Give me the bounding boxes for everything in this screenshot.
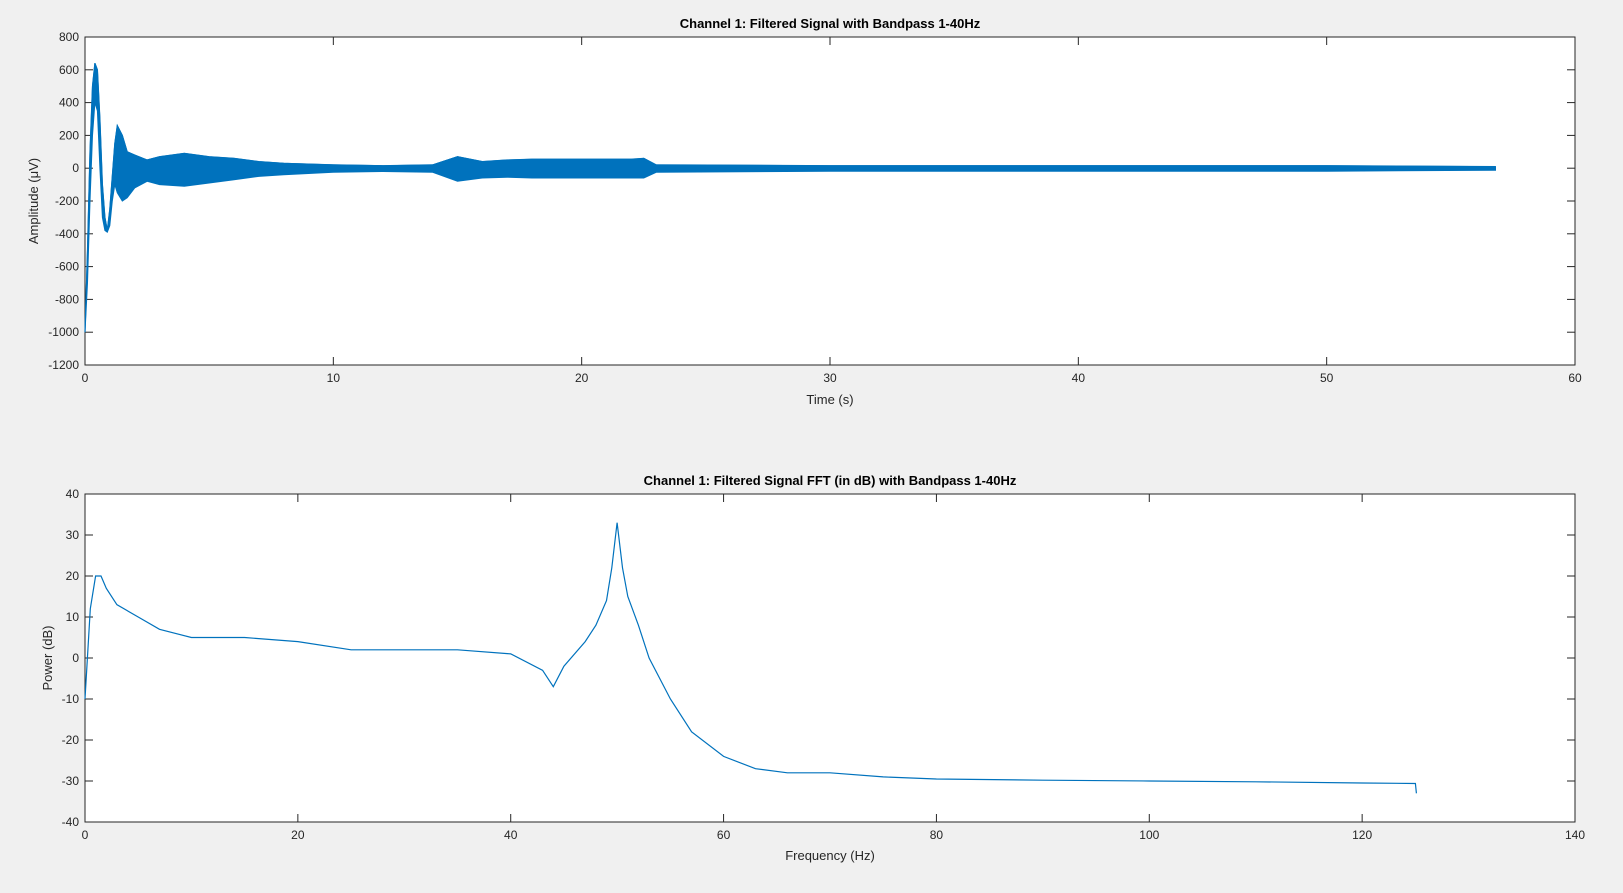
- fft-xtick-label: 20: [291, 828, 305, 842]
- signal-ytick-label: -800: [55, 292, 79, 306]
- signal-xtick-label: 20: [575, 371, 589, 385]
- fft-ylabel: Power (dB): [40, 625, 55, 690]
- fft-plot-area: [84, 493, 1576, 823]
- signal-xlabel: Time (s): [806, 392, 853, 407]
- signal-ytick-label: 0: [72, 161, 79, 175]
- fft-xtick-label: 140: [1565, 828, 1585, 842]
- fft-ytick-label: 10: [66, 610, 80, 624]
- signal-ytick-label: 400: [59, 96, 79, 110]
- signal-xtick-label: 10: [327, 371, 341, 385]
- fft-xtick-label: 0: [82, 828, 89, 842]
- fft-ytick-label: -30: [62, 774, 80, 788]
- signal-xtick-label: 30: [823, 371, 837, 385]
- signal-ytick-label: -400: [55, 227, 79, 241]
- signal-plot-area: [84, 36, 1576, 366]
- signal-ylabel: Amplitude (μV): [26, 158, 41, 244]
- fft-xtick-label: 60: [717, 828, 731, 842]
- fft-ytick-label: 0: [72, 651, 79, 665]
- fft-ticks: 0 20 40 60 80 100 120 140 -40 -30 -20 -10 0 10 20 30 40: [62, 487, 1586, 842]
- signal-ytick-label: 800: [59, 30, 79, 44]
- fft-xtick-label: 100: [1139, 828, 1159, 842]
- fft-ytick-label: -20: [62, 733, 80, 747]
- fft-xtick-label: 80: [930, 828, 944, 842]
- fft-title: Channel 1: Filtered Signal FFT (in dB) w…: [644, 473, 1017, 488]
- fft-ytick-label: -10: [62, 692, 80, 706]
- fft-xtick-label: 120: [1352, 828, 1372, 842]
- signal-xtick-label: 40: [1072, 371, 1086, 385]
- signal-ticks: 0 10 20 30 40 50 60 -1200 -1000 -800 -600 -400 -200 0…: [48, 30, 1582, 385]
- fft-ytick-label: 40: [66, 487, 80, 501]
- signal-ytick-label: -1200: [48, 358, 79, 372]
- signal-xtick-label: 60: [1568, 371, 1582, 385]
- signal-axes: Channel 1: Filtered Signal with Bandpass…: [26, 16, 1582, 407]
- signal-ytick-label: 200: [59, 128, 79, 142]
- signal-trace: [84, 62, 1496, 333]
- signal-ytick-label: 600: [59, 63, 79, 77]
- fft-xtick-label: 40: [504, 828, 518, 842]
- fft-trace: [84, 522, 1417, 794]
- signal-title: Channel 1: Filtered Signal with Bandpass…: [680, 16, 981, 31]
- signal-ytick-label: -200: [55, 194, 79, 208]
- signal-xtick-label: 50: [1320, 371, 1334, 385]
- fft-ytick-label: -40: [62, 815, 80, 829]
- signal-xtick-label: 0: [82, 371, 89, 385]
- fft-axes: Channel 1: Filtered Signal FFT (in dB) w…: [40, 473, 1585, 863]
- fft-xlabel: Frequency (Hz): [785, 848, 875, 863]
- signal-ytick-label: -1000: [48, 325, 79, 339]
- signal-ytick-label: -600: [55, 260, 79, 274]
- fft-ytick-label: 30: [66, 528, 80, 542]
- fft-ytick-label: 20: [66, 569, 80, 583]
